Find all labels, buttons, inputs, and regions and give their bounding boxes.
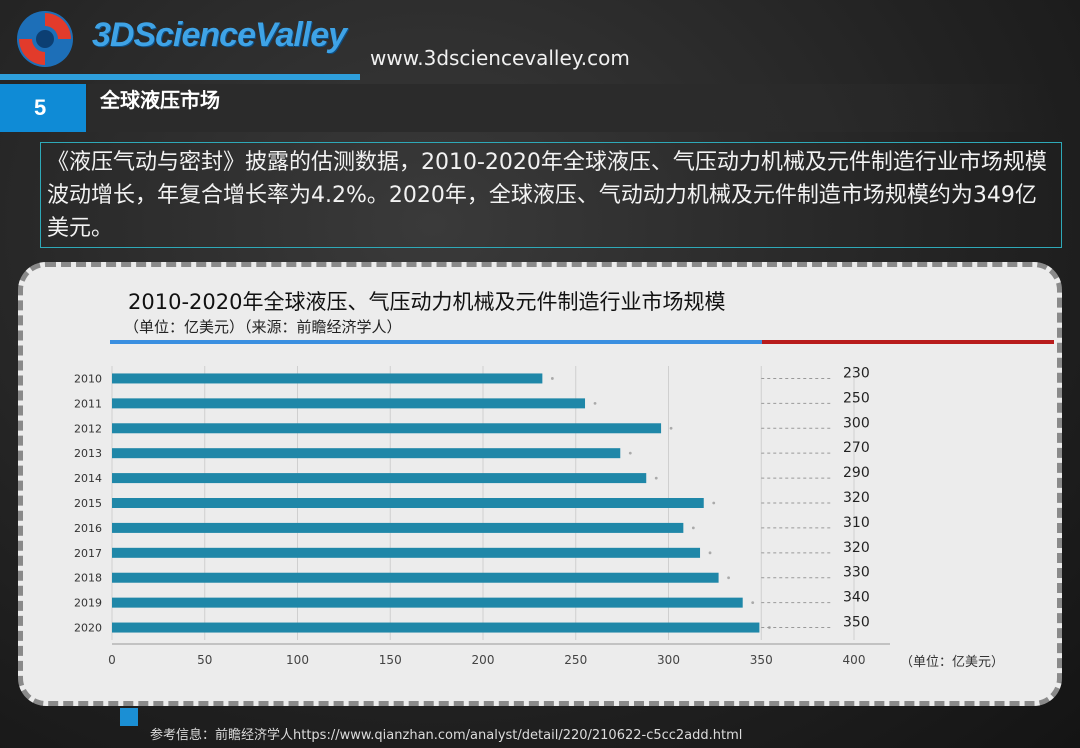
data-label: 270 bbox=[843, 440, 870, 456]
y-tick-label: 2017 bbox=[74, 547, 102, 560]
chart-subtitle: （单位：亿美元）（来源：前瞻经济学人） bbox=[124, 318, 402, 336]
accent-line-blue bbox=[110, 340, 762, 344]
bar bbox=[112, 473, 647, 484]
bar-end-dot bbox=[727, 576, 730, 580]
data-label: 300 bbox=[843, 415, 870, 431]
data-label: 330 bbox=[843, 565, 870, 581]
data-label: 350 bbox=[843, 615, 870, 631]
y-tick-label: 2010 bbox=[74, 372, 102, 385]
y-tick-label: 2011 bbox=[74, 397, 102, 410]
x-axis-label: （单位：亿美元） bbox=[900, 655, 1004, 670]
y-tick-label: 2018 bbox=[74, 572, 102, 585]
intro-paragraph: 《液压气动与密封》披露的估测数据，2010-2020年全球液压、气压动力机械及元… bbox=[40, 142, 1062, 248]
x-tick-label: 100 bbox=[286, 653, 309, 667]
bar-end-dot bbox=[550, 377, 554, 380]
x-tick-label: 150 bbox=[379, 653, 402, 667]
bar bbox=[112, 448, 621, 459]
y-tick-label: 2012 bbox=[74, 422, 102, 435]
bar bbox=[112, 622, 760, 633]
y-tick-label: 2016 bbox=[74, 522, 102, 535]
section-number: 5 bbox=[0, 84, 86, 132]
x-tick-label: 350 bbox=[750, 653, 773, 667]
bar-end-dot bbox=[669, 426, 673, 430]
bar bbox=[112, 373, 543, 384]
y-tick-label: 2019 bbox=[74, 597, 102, 610]
y-tick-label: 2013 bbox=[74, 447, 102, 460]
data-label: 290 bbox=[843, 465, 870, 481]
bar-end-dot bbox=[654, 476, 658, 480]
data-label: 320 bbox=[843, 540, 870, 556]
section-title: 全球液压市场 bbox=[100, 88, 220, 112]
site-url[interactable]: www.3dsciencevalley.com bbox=[370, 46, 630, 70]
y-tick-label: 2014 bbox=[74, 472, 102, 485]
accent-line-red bbox=[762, 340, 1054, 344]
bar-end-dot bbox=[628, 451, 632, 455]
x-tick-label: 50 bbox=[197, 653, 212, 667]
data-label: 250 bbox=[843, 390, 870, 406]
data-label: 310 bbox=[843, 515, 870, 531]
logo: 3DScienceValley bbox=[14, 6, 347, 67]
footer-square-icon bbox=[120, 708, 138, 726]
bar bbox=[112, 522, 684, 533]
data-label: 340 bbox=[843, 590, 870, 606]
bar bbox=[112, 597, 743, 608]
bar-end-dot bbox=[708, 551, 712, 555]
x-tick-label: 300 bbox=[657, 653, 680, 667]
bar-end-dot bbox=[593, 401, 597, 405]
bar bbox=[112, 398, 586, 409]
footer-reference: 参考信息：前瞻经济学人https://www.qianzhan.com/anal… bbox=[150, 728, 743, 743]
header-divider bbox=[0, 74, 360, 80]
bar-end-dot bbox=[691, 526, 695, 530]
bar bbox=[112, 423, 662, 434]
bar-end-dot bbox=[751, 601, 755, 605]
y-tick-label: 2015 bbox=[74, 497, 102, 510]
data-label: 320 bbox=[843, 490, 870, 506]
data-label: 230 bbox=[843, 365, 870, 381]
x-tick-label: 250 bbox=[564, 653, 587, 667]
section-title-bar bbox=[88, 84, 1048, 132]
logo-text: 3DScienceValley bbox=[92, 16, 347, 54]
x-tick-label: 400 bbox=[843, 653, 866, 667]
chart-title: 2010-2020年全球液压、气压动力机械及元件制造行业市场规模 bbox=[128, 290, 726, 314]
bar bbox=[112, 547, 701, 558]
bar-end-dot bbox=[712, 501, 716, 505]
bar bbox=[112, 572, 719, 583]
x-tick-label: 200 bbox=[472, 653, 495, 667]
x-tick-label: 0 bbox=[108, 653, 116, 667]
logo-swirl-icon bbox=[17, 11, 73, 67]
bar bbox=[112, 498, 704, 508]
y-tick-label: 2020 bbox=[74, 622, 102, 635]
